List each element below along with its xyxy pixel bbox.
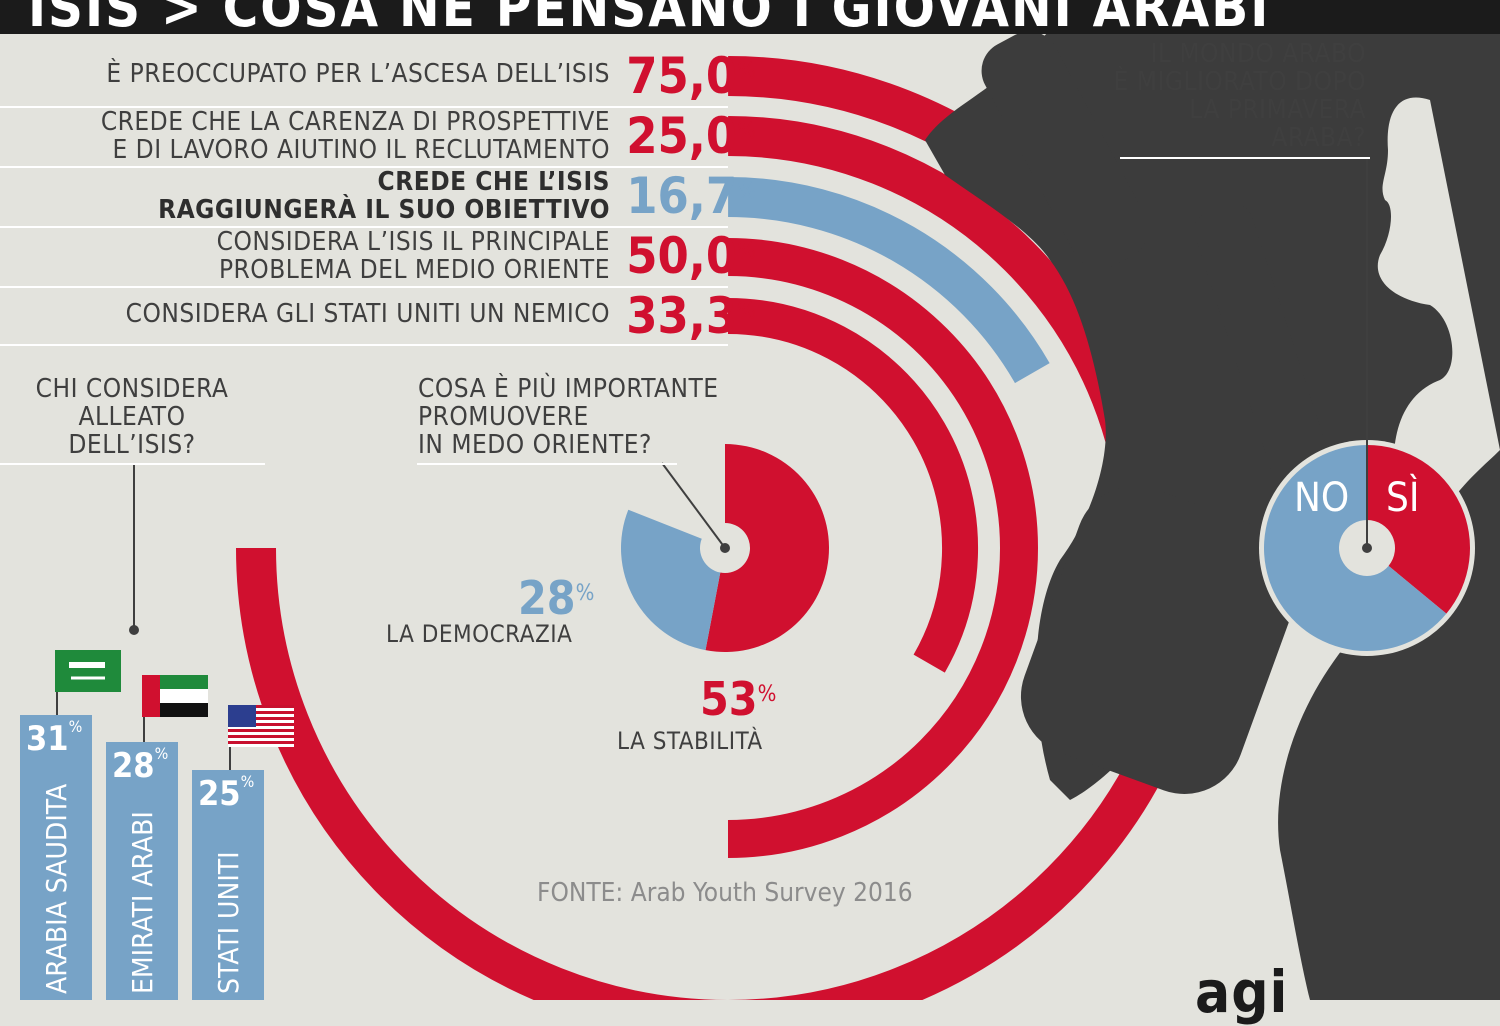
ally-bar: 25% STATI UNITI [192, 770, 264, 1000]
priority-question-line: IN MEDO ORIENTE? [418, 430, 652, 460]
stat-value-number: 16,7 [626, 167, 738, 225]
stat-label: CREDE CHE L’ISIS RAGGIUNGERÀ IL SUO OBIET… [158, 168, 610, 224]
stat-label: È PREOCCUPATO PER L’ASCESA DELL’ISIS [106, 60, 610, 88]
ally-bar-value-number: 28 [112, 746, 155, 787]
stability-pct-sign: % [757, 682, 777, 707]
stat-label-line: CREDE CHE L’ISIS [377, 167, 610, 197]
stat-label-line: RAGGIUNGERÀ IL SUO OBIETTIVO [158, 195, 610, 225]
ally-question-underline [0, 463, 265, 465]
stat-label-line: CONSIDERA GLI STATI UNITI UN NEMICO [125, 299, 610, 329]
ally-bar-value-number: 31 [26, 718, 69, 759]
ally-bar: 31% ARABIA SAUDITA [20, 714, 92, 1000]
spring-question-line: È MIGLIORATO DOPO [1113, 67, 1366, 97]
spring-no-slice [1264, 445, 1447, 651]
ally-question-line: DELL’ISIS? [68, 430, 196, 460]
ally-bar-pct-sign: % [68, 716, 83, 736]
democracy-value: 28% [518, 575, 594, 621]
stat-value: 75,0% [626, 51, 756, 101]
priority-pointer-line [661, 462, 726, 549]
stat-label-line: CREDE CHE LA CARENZA DI PROSPETTIVE [100, 107, 610, 137]
democracy-caption: LA DEMOCRAZIA [386, 620, 573, 648]
stat-label-line: PROBLEMA DEL MEDIO ORIENTE [218, 255, 610, 285]
stat-pct-sign: % [737, 179, 756, 204]
priority-question-underline [417, 463, 677, 465]
stat-pct-sign: % [737, 119, 756, 144]
arc-stat-5 [727, 298, 979, 673]
ally-pointer-dot [129, 625, 139, 635]
stat-label-line: CONSIDERA L’ISIS IL PRINCIPALE [216, 227, 610, 257]
democracy-value-number: 28 [518, 571, 576, 625]
arc-stat-3 [728, 177, 1050, 384]
source-note: FONTE: Arab Youth Survey 2016 [537, 878, 913, 908]
spring-yes-slice [1367, 445, 1471, 614]
stat-row: CONSIDERA L’ISIS IL PRINCIPALE PROBLEMA D… [0, 228, 756, 288]
page-title: ISIS > COSA NE PENSANO I GIOVANI ARABI [28, 0, 1271, 34]
usa-flag-icon [228, 705, 294, 785]
stability-value: 53% [700, 676, 776, 722]
ally-bar-pct-sign: % [240, 772, 255, 791]
stability-value-number: 53 [700, 672, 758, 726]
stat-value: 33,3% [626, 291, 756, 341]
infographic-graphics [55, 0, 1500, 1000]
priority-stability-slice [705, 444, 829, 652]
priority-question-line: PROMUOVERE [418, 402, 589, 432]
spring-question-underline [1120, 157, 1370, 159]
flags [55, 650, 294, 785]
ally-bar-name: EMIRATI ARABI [126, 811, 159, 994]
spring-yes-label: SÌ [1386, 475, 1420, 521]
arc-stat-4 [727, 238, 1038, 858]
stat-label-line: E DI LAVORO AIUTINO IL RECLUTAMENTO [112, 135, 610, 165]
stat-value: 25,0% [626, 111, 756, 161]
stat-label: CONSIDERA GLI STATI UNITI UN NEMICO [126, 300, 610, 328]
stat-row: CREDE CHE LA CARENZA DI PROSPETTIVE E DI … [0, 108, 756, 168]
stat-value: 16,7% [626, 171, 756, 221]
uae-flag-icon [142, 675, 208, 755]
stat-value: 50,0% [626, 231, 756, 281]
spring-question-line: ARABA? [1271, 123, 1366, 153]
stat-value-number: 25,0 [626, 107, 738, 165]
priority-question-line: COSA È PIÙ IMPORTANTE [418, 374, 719, 404]
agi-logo: agi [1195, 958, 1289, 1026]
ally-bar-value: 28% [112, 744, 169, 787]
ally-bar-value: 31% [26, 716, 83, 759]
stat-pct-sign: % [737, 239, 756, 264]
priority-democracy-slice [621, 509, 721, 651]
ally-bar-name: ARABIA SAUDITA [40, 783, 73, 994]
democracy-pct-sign: % [575, 581, 595, 606]
stat-value-number: 50,0 [626, 227, 738, 285]
stat-value-number: 33,3 [626, 287, 738, 345]
spring-question-line: LA PRIMAVERA [1189, 95, 1366, 125]
ally-question-line: ALLEATO [78, 402, 186, 432]
stat-label-line: È PREOCCUPATO PER L’ASCESA DELL’ISIS [106, 59, 610, 89]
stability-caption: LA STABILITÀ [617, 727, 763, 755]
stat-pct-sign: % [737, 299, 756, 324]
stat-label: CONSIDERA L’ISIS IL PRINCIPALE PROBLEMA D… [217, 228, 610, 284]
ally-question-line: CHI CONSIDERA [35, 374, 229, 404]
spring-question-line: IL MONDO ARABO [1150, 39, 1366, 69]
stat-row: CONSIDERA GLI STATI UNITI UN NEMICO 33,3% [0, 288, 756, 346]
stat-value-number: 75,0 [626, 47, 738, 105]
ally-bar: 28% EMIRATI ARABI [106, 742, 178, 1000]
stat-row: CREDE CHE L’ISIS RAGGIUNGERÀ IL SUO OBIET… [0, 168, 756, 228]
stat-pct-sign: % [737, 59, 756, 84]
stat-label: CREDE CHE LA CARENZA DI PROSPETTIVE E DI … [101, 108, 610, 164]
saudi-flag-icon [55, 650, 121, 730]
stat-row: È PREOCCUPATO PER L’ASCESA DELL’ISIS 75,0… [0, 48, 756, 108]
ally-bar-value: 25% [198, 772, 255, 814]
header-bar: ISIS > COSA NE PENSANO I GIOVANI ARABI [0, 0, 1500, 34]
spring-no-label: NO [1294, 475, 1350, 521]
ally-bar-pct-sign: % [154, 744, 169, 764]
ally-bar-value-number: 25 [198, 774, 241, 814]
ally-bar-name: STATI UNITI [212, 851, 245, 994]
